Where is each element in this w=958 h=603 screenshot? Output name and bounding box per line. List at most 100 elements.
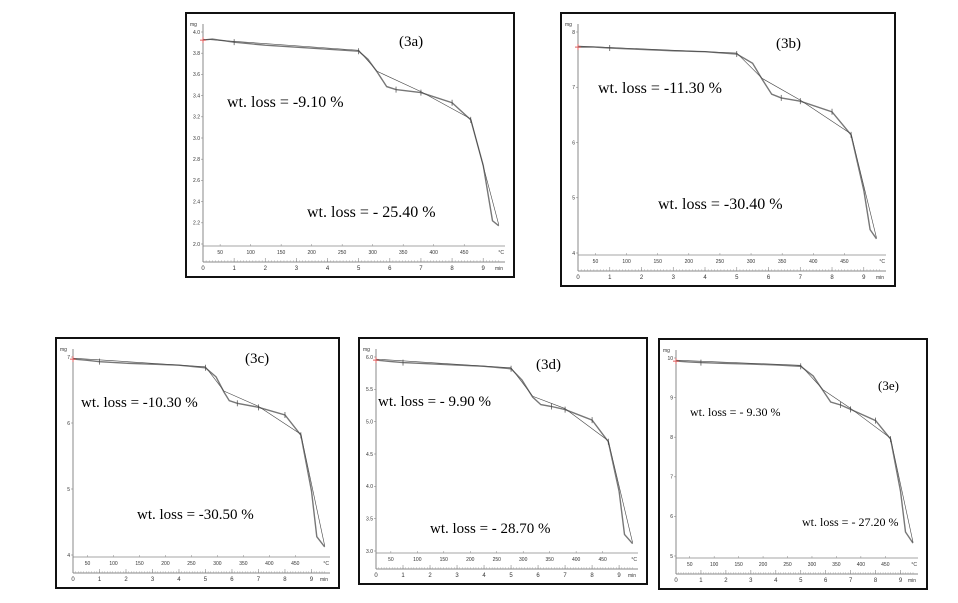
temperature-tick-label: 150 — [277, 250, 286, 256]
temperature-unit-label: °C — [323, 561, 329, 567]
temperature-tick-label: 100 — [413, 557, 422, 563]
x-tick-label: 1 — [232, 266, 236, 272]
y-tick-label: 4 — [572, 251, 575, 257]
y-unit-label: mg — [363, 347, 370, 353]
x-unit-label: min — [495, 266, 503, 272]
y-tick-label: 4.5 — [366, 452, 373, 458]
x-tick-label: 5 — [357, 266, 361, 272]
y-tick-label: 7 — [67, 355, 70, 361]
x-tick-label: 0 — [576, 275, 580, 281]
y-tick-label: 3.4 — [193, 93, 200, 99]
y-tick-label: 5.0 — [366, 419, 373, 425]
x-tick-label: 1 — [401, 573, 405, 579]
temperature-tick-label: 400 — [430, 250, 439, 256]
tangent-line — [205, 366, 225, 392]
tangent-line — [532, 395, 566, 409]
x-tick-label: 1 — [699, 578, 703, 584]
y-tick-label: 3.5 — [366, 516, 373, 522]
x-tick-label: 8 — [283, 577, 287, 583]
annotation-first-loss-3d: wt. loss = - 9.90 % — [378, 394, 492, 410]
annotation-second-loss-3a: wt. loss = - 25.40 % — [307, 204, 436, 221]
temperature-tick-label: 150 — [440, 557, 449, 563]
annotation-first-loss-3e: wt. loss = - 9.30 % — [690, 405, 781, 419]
tangent-line — [800, 365, 824, 391]
x-tick-label: 0 — [201, 266, 205, 272]
x-tick-label: 4 — [326, 266, 330, 272]
chart-panel-3d: mg 6.0 5.5 5.0 4.5 4.0 3.5 3.0 0 1 2 3 4 5 6 7 8 9 min 50 10… — [358, 337, 648, 585]
tangent-line — [510, 367, 533, 397]
annotation-second-loss-3c: wt. loss = -30.50 % — [137, 507, 254, 523]
y-tick-label: 3.2 — [193, 115, 200, 121]
tangent-line — [675, 359, 801, 366]
tangent-line — [762, 78, 801, 101]
temperature-tick-label: 350 — [546, 557, 555, 563]
tangent-line — [800, 99, 852, 135]
temperature-tick-label: 400 — [857, 562, 866, 568]
y-tick-label: 7 — [572, 85, 575, 91]
x-tick-label: 0 — [674, 578, 678, 584]
temperature-tick-label: 200 — [307, 250, 316, 256]
tga-curve — [202, 38, 500, 227]
y-unit-label: mg — [565, 22, 572, 28]
x-tick-label: 2 — [124, 577, 128, 583]
temperature-tick-label: 200 — [759, 562, 768, 568]
x-unit-label: min — [628, 573, 636, 579]
y-tick-label: 5 — [572, 196, 575, 202]
temperature-tick-label: 100 — [710, 562, 719, 568]
tangent-line — [300, 434, 325, 546]
temperature-tick-label: 200 — [466, 557, 475, 563]
temperature-tick-label: 150 — [734, 562, 743, 568]
x-tick-label: 7 — [849, 578, 853, 584]
y-tick-label: 5 — [67, 487, 70, 493]
temperature-tick-label: 250 — [783, 562, 792, 568]
x-tick-label: 4 — [482, 573, 486, 579]
tga-curve — [578, 46, 878, 240]
tangent-line — [377, 71, 422, 92]
x-tick-label: 8 — [590, 573, 594, 579]
tangent-line — [375, 358, 512, 369]
temperature-unit-label: °C — [498, 250, 504, 256]
tga-curve — [375, 359, 634, 545]
x-tick-label: 2 — [264, 266, 268, 272]
tangent-line — [258, 406, 302, 435]
y-tick-label: 6 — [67, 421, 70, 427]
annotation-second-loss-3b: wt. loss = -30.40 % — [658, 196, 783, 213]
chart-panel-3e: mg 10 9 8 7 6 5 0 1 2 3 4 5 6 7 8 9 min 50 100 150 200 250 300 3… — [658, 338, 928, 590]
temperature-tick-label: 350 — [778, 259, 787, 265]
temperature-tick-label: 350 — [832, 562, 841, 568]
x-tick-label: 3 — [151, 577, 155, 583]
x-tick-label: 6 — [536, 573, 540, 579]
temperature-tick-label: 200 — [685, 259, 694, 265]
y-tick-label: 2.6 — [193, 178, 200, 184]
x-tick-label: 2 — [640, 275, 644, 281]
x-tick-label: 9 — [310, 577, 314, 583]
x-tick-label: 7 — [799, 275, 803, 281]
y-tick-label: 3.8 — [193, 51, 200, 57]
x-tick-label: 2 — [428, 573, 432, 579]
x-tick-label: 5 — [735, 275, 739, 281]
tangent-line — [850, 408, 891, 439]
annotation-second-loss-3d: wt. loss = - 28.70 % — [430, 521, 551, 537]
x-tick-label: 9 — [482, 266, 486, 272]
tangent-line — [850, 133, 877, 238]
x-tick-label: 3 — [749, 578, 753, 584]
y-tick-label: 7 — [670, 475, 673, 481]
y-tick-label: 4 — [67, 553, 70, 559]
x-tick-label: 8 — [874, 578, 878, 584]
temperature-tick-label: 50 — [85, 561, 91, 567]
x-tick-label: 7 — [257, 577, 261, 583]
tangent-line — [577, 45, 737, 54]
y-tick-label: 5 — [670, 554, 673, 560]
temperature-tick-label: 100 — [622, 259, 631, 265]
x-tick-label: 4 — [177, 577, 181, 583]
tga-curve — [72, 358, 326, 548]
y-unit-label: mg — [663, 348, 670, 354]
panel-label-3b: (3b) — [776, 36, 801, 52]
tangent-line — [470, 118, 500, 225]
temperature-unit-label: °C — [879, 259, 885, 265]
y-unit-label: mg — [190, 22, 197, 28]
y-tick-label: 3.0 — [366, 549, 373, 555]
